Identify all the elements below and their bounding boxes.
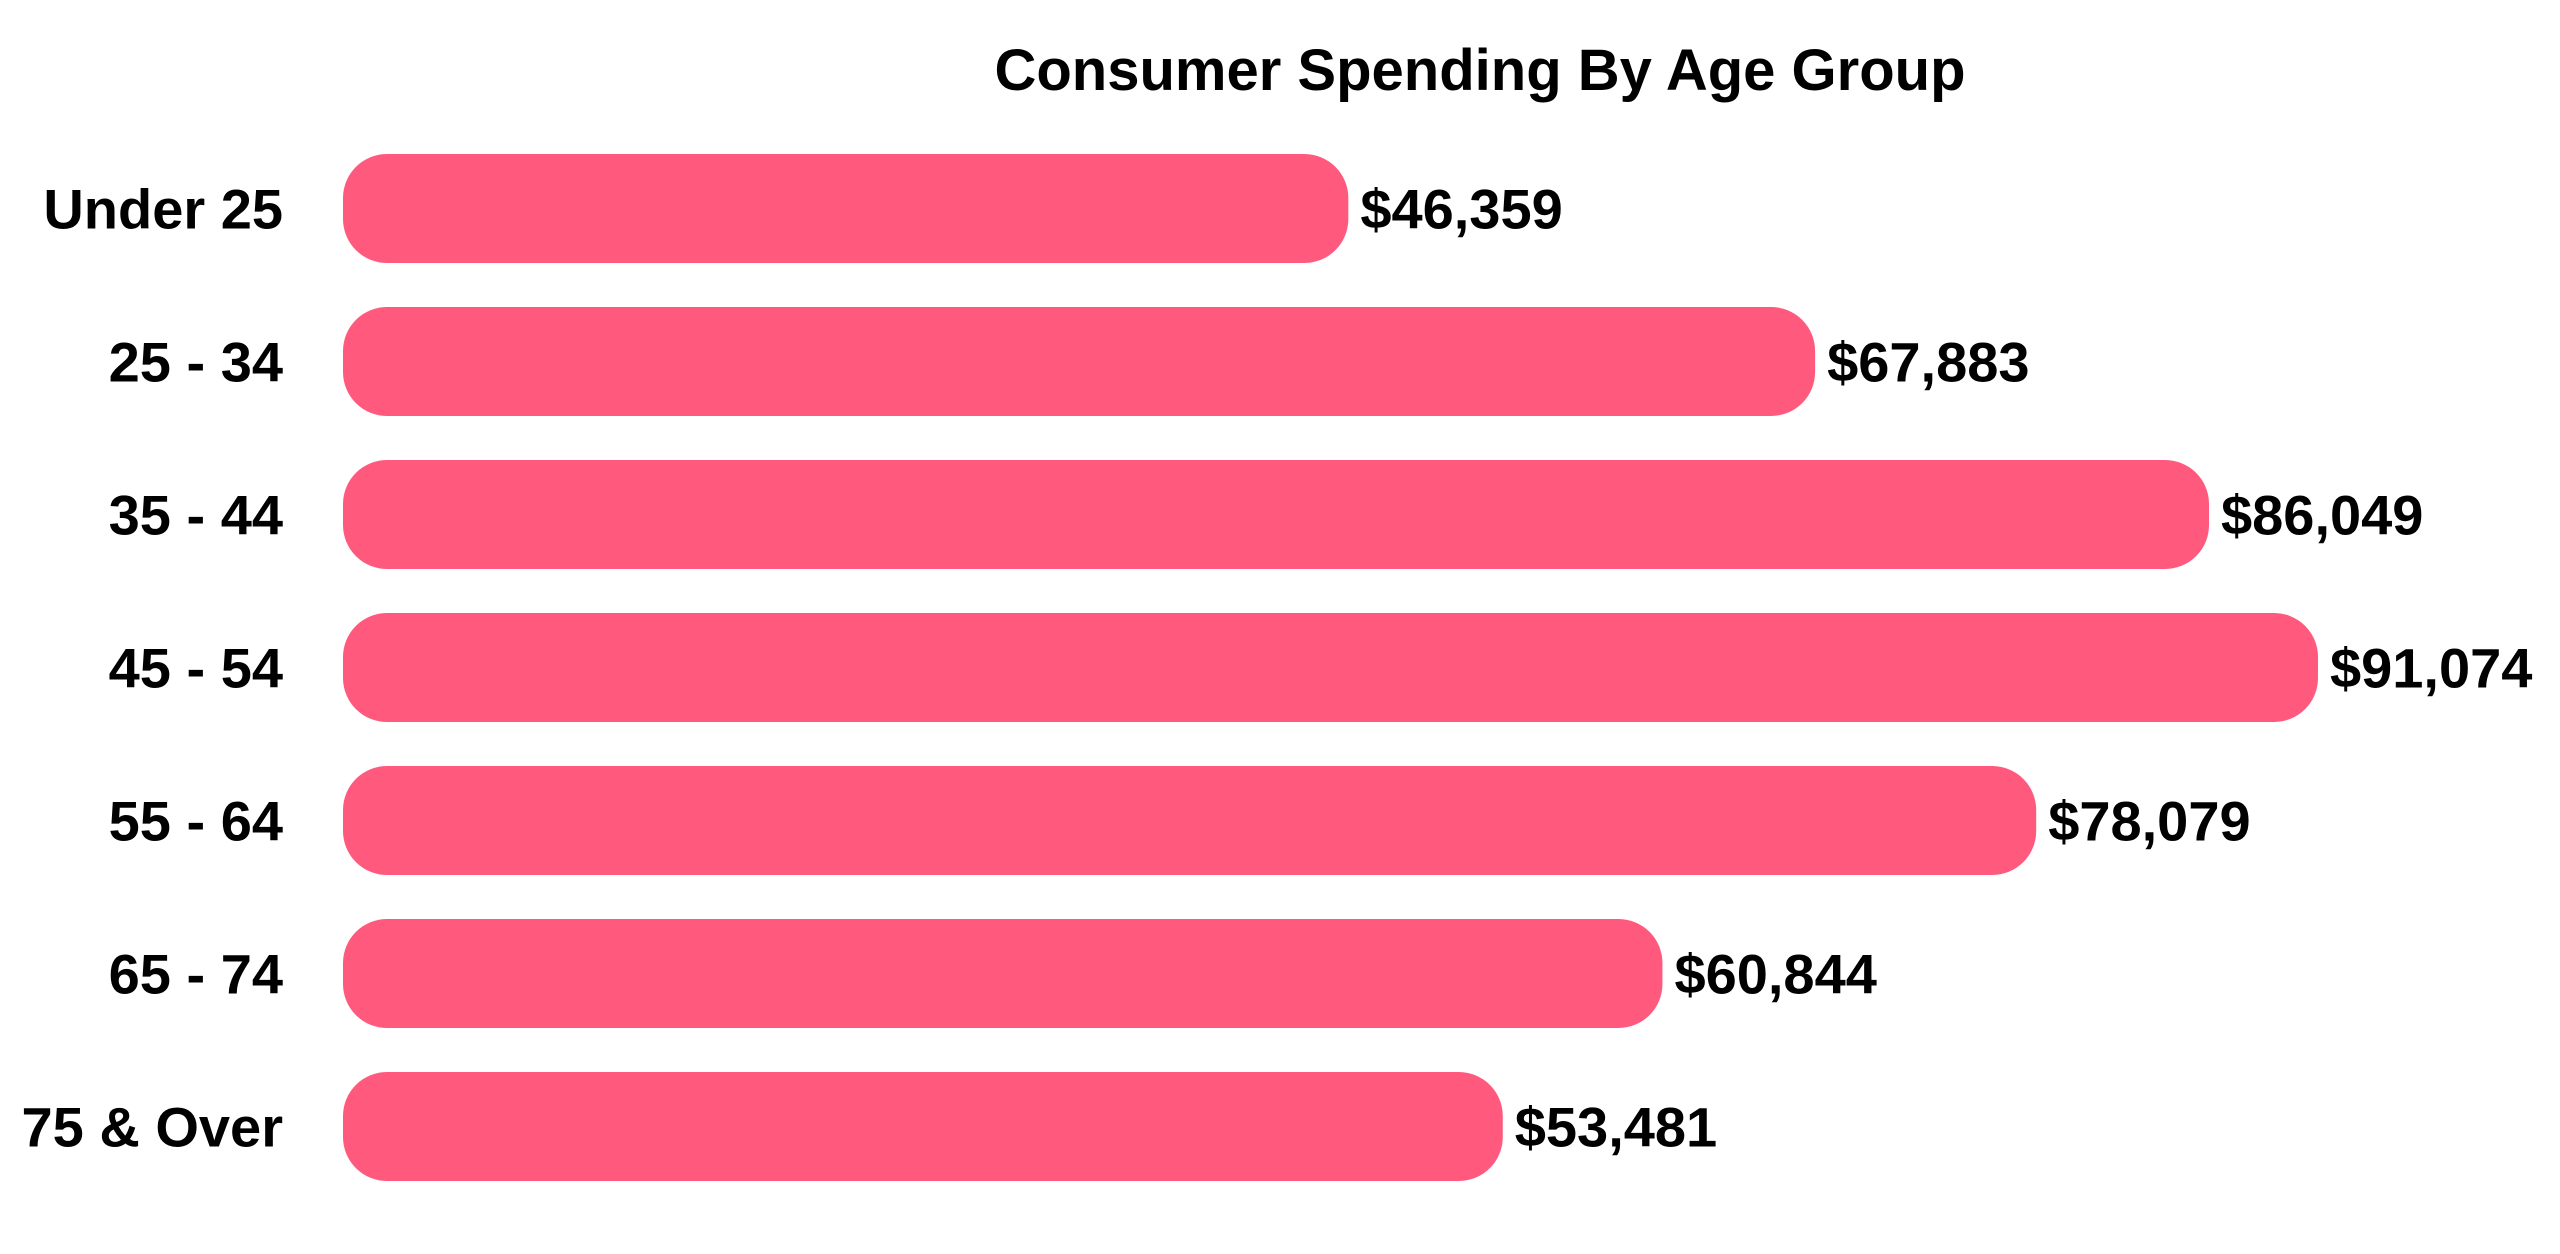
category-label: 45 - 54: [109, 637, 283, 700]
bar: [343, 154, 1349, 263]
value-label: $46,359: [1360, 178, 1562, 241]
category-label: 65 - 74: [109, 943, 283, 1006]
chart-title: Consumer Spending By Age Group: [994, 38, 1965, 103]
bar: [343, 919, 1663, 1028]
category-labels-group: Under 25 25 - 34 35 - 44 45 - 54 55 - 64 65 -…: [22, 178, 284, 1159]
category-label: 55 - 64: [109, 790, 283, 853]
bar: [343, 766, 2037, 875]
value-label: $91,074: [2330, 637, 2532, 700]
value-label: $78,079: [2048, 790, 2250, 853]
category-label: Under 25: [43, 178, 283, 241]
bar: [343, 307, 1816, 416]
bar: [343, 460, 2210, 569]
category-label: 25 - 34: [109, 331, 283, 394]
value-label: $53,481: [1515, 1096, 1717, 1159]
bar: [343, 613, 2318, 722]
value-label: $60,844: [1674, 943, 1876, 1006]
category-label: 35 - 44: [109, 484, 283, 547]
value-labels-group: $46,359 $67,883 $86,049 $91,074 $78,079 $60,8…: [1360, 178, 2532, 1159]
category-label: 75 & Over: [22, 1096, 284, 1159]
value-label: $86,049: [2221, 484, 2423, 547]
bar: [343, 1072, 1503, 1181]
bars-group: [343, 154, 2318, 1181]
value-label: $67,883: [1827, 331, 2029, 394]
